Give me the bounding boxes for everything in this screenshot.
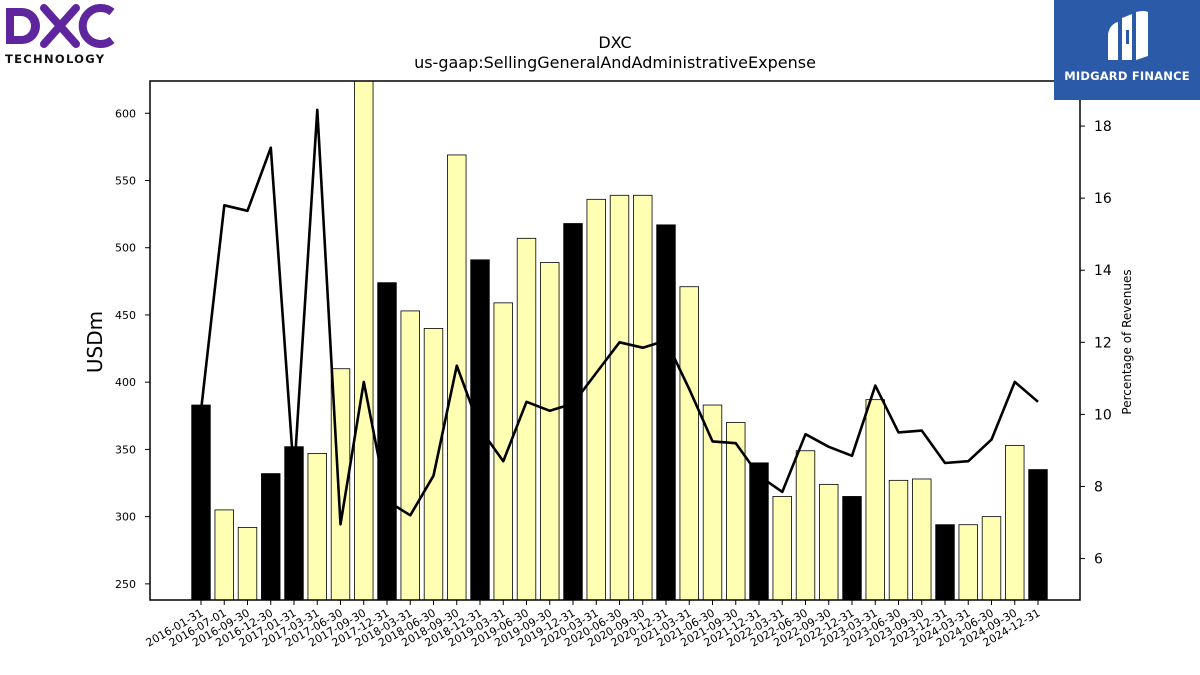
percentage-of-revenues-line [199, 108, 1039, 526]
bar-2023-06-30 [888, 479, 909, 600]
bar-2019-03-31 [493, 302, 513, 600]
bar-2020-09-30 [633, 194, 653, 600]
bar-2016-09-30 [237, 526, 258, 600]
bar-2019-06-30 [516, 237, 537, 600]
bar-2020-12-31 [656, 224, 676, 600]
y-tick-label: 550 [115, 174, 136, 187]
chart-subtitle: us-gaap:SellingGeneralAndAdministrativeE… [414, 53, 816, 72]
bar-2023-12-31 [935, 524, 955, 600]
y-tick-label: 600 [115, 107, 136, 120]
chart-title: DXC [598, 33, 631, 52]
bar-2022-09-30 [819, 483, 839, 600]
dxc-logo-mark [6, 4, 115, 48]
y2-axis-label: Percentage of Revenues [1120, 269, 1134, 414]
y-tick-label: 450 [115, 309, 136, 322]
y2-tick-label: 8 [1094, 479, 1103, 495]
bar-series [191, 81, 1048, 600]
y-tick-label: 250 [115, 578, 136, 591]
bar-2017-01-31 [284, 446, 304, 600]
bar-2017-12-31 [377, 282, 397, 600]
midgard-finance-logo: MIDGARD FINANCE [1054, 0, 1200, 100]
bar-2018-06-30 [423, 327, 444, 600]
y2-tick-label: 16 [1094, 191, 1112, 207]
y2-tick-label: 18 [1094, 119, 1112, 135]
bar-2023-09-30 [912, 478, 932, 600]
y-tick-label: 300 [115, 511, 136, 524]
bar-2021-06-30 [702, 404, 723, 600]
bar-2016-07-01 [214, 509, 234, 600]
bar-2018-03-31 [400, 310, 420, 600]
x-axis-ticks: 2016-01-312016-07-012016-09-302016-12-30… [144, 600, 1043, 650]
bar-2024-03-31 [958, 524, 978, 600]
bar-2022-03-31 [772, 496, 792, 600]
midgard-logo-mark [1108, 11, 1148, 60]
bar-2019-12-31 [563, 223, 583, 600]
bar-2021-12-31 [749, 462, 769, 600]
y2-tick-label: 12 [1094, 335, 1112, 351]
y-tick-label: 350 [115, 443, 136, 456]
bar-2023-03-31 [865, 399, 885, 600]
y2-tick-label: 6 [1094, 552, 1103, 568]
y2-tick-label: 10 [1094, 407, 1112, 423]
bar-2022-12-31 [842, 496, 862, 600]
bar-2021-03-31 [679, 286, 699, 600]
dxc-logo-subtitle: TECHNOLOGY [5, 52, 106, 66]
bar-2019-09-30 [540, 262, 560, 600]
left-axis-ticks: 250 300 350 400 450 500 550 600 [115, 107, 150, 591]
percentage-line [199, 108, 1039, 526]
bar-2024-06-30 [981, 516, 1002, 600]
dxc-logo: TECHNOLOGY [4, 4, 116, 68]
bar-2017-03-31 [307, 453, 327, 600]
bar-2016-01-31 [191, 404, 211, 600]
bar-2020-06-30 [609, 194, 630, 600]
y2-tick-label: 14 [1094, 263, 1112, 279]
y-tick-label: 400 [115, 376, 136, 389]
bar-2024-09-30 [1005, 444, 1025, 600]
y-tick-label: 500 [115, 242, 136, 255]
bar-2022-06-30 [795, 450, 816, 600]
bar-2020-03-31 [586, 198, 606, 600]
bar-2016-12-30 [261, 473, 281, 600]
right-axis-ticks: 6 8 10 12 14 16 18 [1080, 119, 1112, 568]
midgard-logo-text: MIDGARD FINANCE [1064, 69, 1190, 83]
bar-2024-12-31 [1028, 469, 1048, 600]
bar-2018-09-30 [447, 154, 467, 600]
bar-2017-09-30 [354, 81, 374, 600]
y-axis-label: USDm [83, 311, 107, 373]
plot-frame [149, 80, 1081, 601]
bar-2021-09-30 [726, 422, 746, 600]
